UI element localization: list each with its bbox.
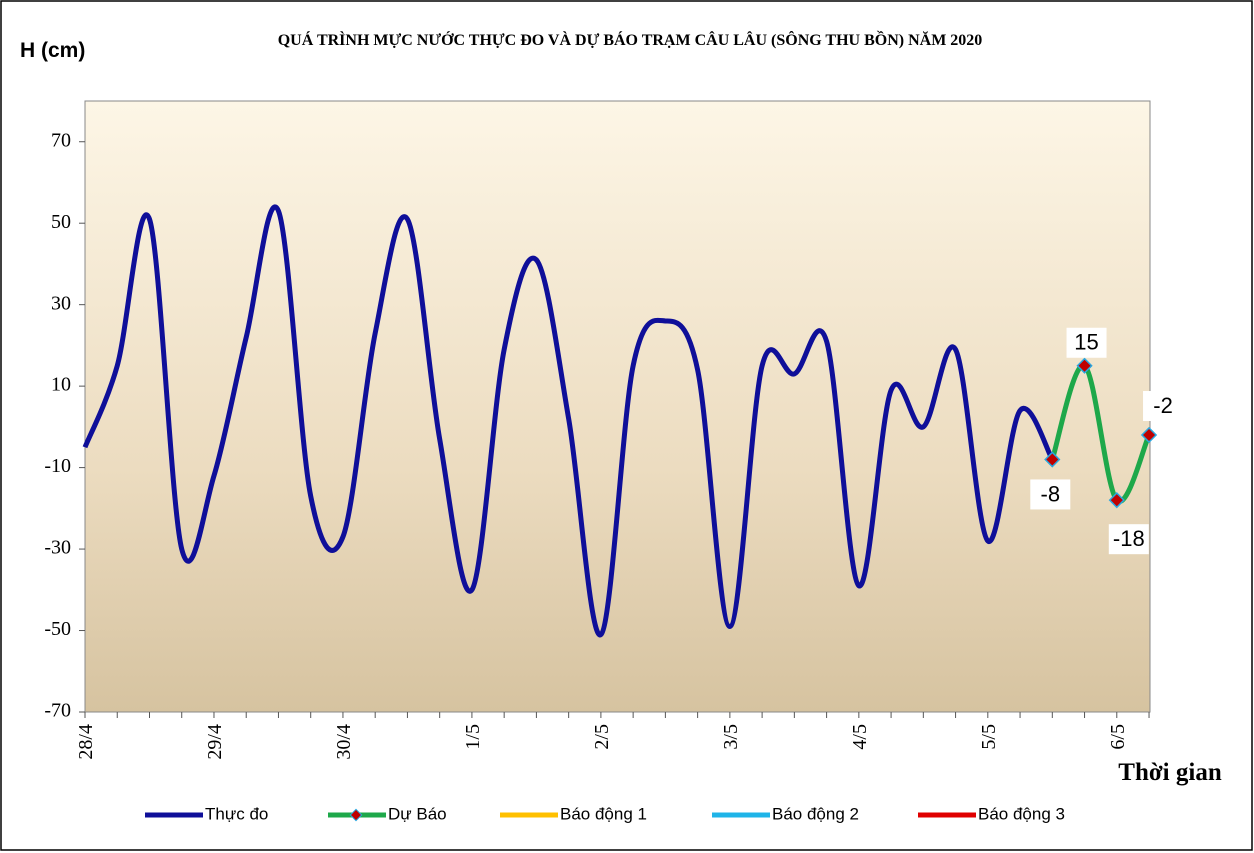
- x-tick-label: 30/4: [333, 724, 355, 760]
- legend-label: Thực đo: [205, 804, 268, 823]
- x-axis-label: Thời gian: [1118, 759, 1222, 786]
- y-axis-label: H (cm): [20, 39, 85, 62]
- x-tick-label: 29/4: [204, 724, 226, 760]
- chart-title: QUÁ TRÌNH MỰC NƯỚC THỰC ĐO VÀ DỰ BÁO TRẠ…: [278, 29, 983, 49]
- x-tick-label: 6/5: [1107, 724, 1129, 750]
- data-label: -18: [1113, 526, 1145, 551]
- legend-label: Báo động 3: [978, 804, 1065, 823]
- x-tick-label: 5/5: [978, 724, 1000, 750]
- x-tick-label: 4/5: [849, 724, 871, 750]
- series-line: [1049, 363, 1152, 504]
- plot-area: [84, 100, 1151, 713]
- y-tick-label: 70: [51, 129, 71, 151]
- data-label-bg: [1143, 391, 1184, 422]
- series-line: [82, 204, 1055, 638]
- x-tick-label: 1/5: [462, 724, 484, 750]
- marker: [1140, 426, 1158, 444]
- marker: [1108, 492, 1125, 509]
- x-tick-label: 28/4: [75, 724, 97, 760]
- y-tick-label: 50: [51, 211, 71, 233]
- data-label-bg: [1108, 524, 1149, 555]
- legend-label: Dự Báo: [388, 804, 447, 823]
- marker: [1076, 357, 1093, 374]
- y-tick-label: -70: [44, 700, 71, 722]
- legend-marker: [349, 808, 363, 822]
- y-tick-label: 10: [51, 374, 71, 396]
- x-tick-label: 2/5: [591, 724, 613, 750]
- data-label: 15: [1074, 330, 1098, 355]
- data-label: -2: [1153, 393, 1173, 418]
- y-tick-label: 30: [51, 292, 71, 314]
- data-label-bg: [1030, 479, 1071, 510]
- legend-label: Báo động 2: [772, 804, 859, 823]
- y-tick-label: -30: [44, 537, 71, 559]
- marker: [1044, 451, 1061, 468]
- legend-label: Báo động 1: [560, 804, 647, 823]
- data-label: -8: [1041, 481, 1061, 506]
- y-tick-label: -50: [44, 618, 71, 640]
- data-label-bg: [1066, 327, 1107, 358]
- y-tick-label: -10: [44, 455, 71, 477]
- x-tick-label: 3/5: [720, 724, 742, 750]
